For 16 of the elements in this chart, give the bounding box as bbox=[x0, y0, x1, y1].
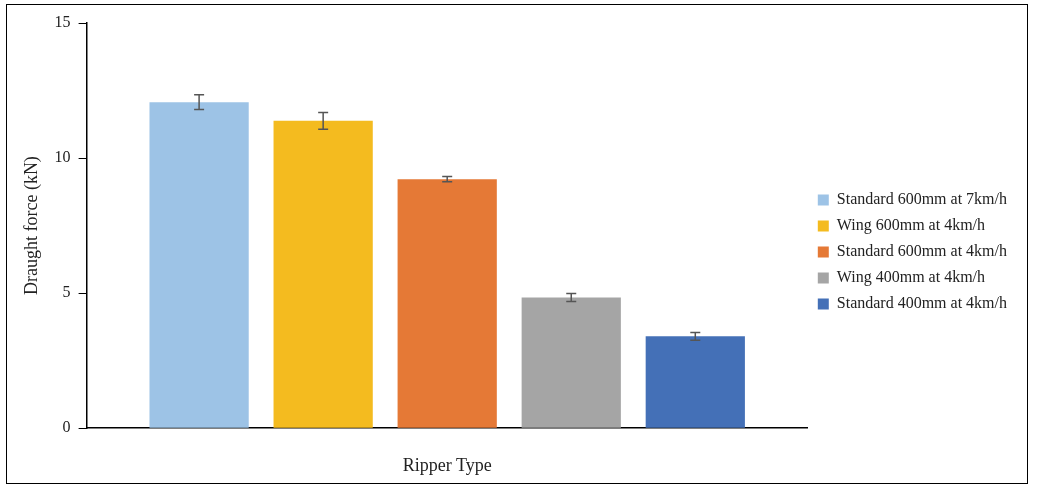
bar bbox=[397, 179, 497, 428]
legend-label: Standard 400mm at 4km/h bbox=[836, 294, 1007, 312]
legend-label: Standard 600mm at 7km/h bbox=[836, 190, 1007, 208]
y-tick-label: 0 bbox=[62, 418, 71, 436]
x-axis-title: Ripper Type bbox=[402, 454, 492, 475]
legend-label: Wing 400mm at 4km/h bbox=[836, 268, 986, 287]
bar bbox=[645, 336, 745, 428]
y-tick-label: 15 bbox=[54, 13, 71, 31]
bar bbox=[273, 120, 373, 428]
y-tick-label: 10 bbox=[54, 148, 71, 166]
legend-label: Standard 600mm at 4km/h bbox=[836, 242, 1007, 260]
legend-label: Wing 600mm at 4km/h bbox=[836, 216, 986, 235]
bar bbox=[149, 102, 249, 428]
bar bbox=[521, 297, 621, 428]
y-axis-title: Draught force (kN) bbox=[20, 156, 42, 296]
y-tick-label: 5 bbox=[62, 283, 71, 301]
